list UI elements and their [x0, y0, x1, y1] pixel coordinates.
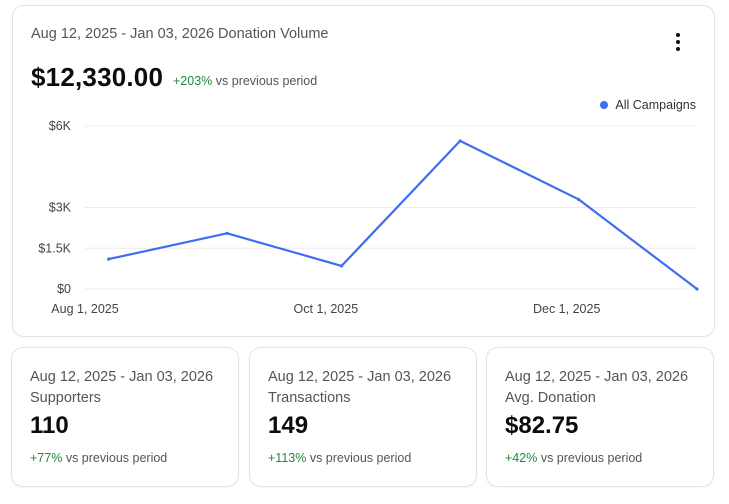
transactions-card: Aug 12, 2025 - Jan 03, 2026 Transactions…: [249, 347, 477, 487]
data-point: [340, 264, 344, 268]
card-title: Aug 12, 2025 - Jan 03, 2026 Donation Vol…: [31, 26, 329, 42]
x-tick-label: Dec 1, 2025: [533, 302, 600, 316]
legend-label: All Campaigns: [615, 98, 696, 112]
data-point: [107, 257, 111, 261]
donation-volume-card: Aug 12, 2025 - Jan 03, 2026 Donation Vol…: [12, 5, 715, 337]
change-percent: +42%: [505, 451, 538, 465]
change-percent: +113%: [268, 451, 307, 465]
card-value: $82.75: [505, 412, 579, 439]
card-change: +42% vs previous period: [505, 451, 642, 465]
card-date-range: Aug 12, 2025 - Jan 03, 2026: [505, 369, 689, 385]
change-suffix: vs previous period: [540, 451, 643, 465]
change-percent: +203%: [173, 74, 213, 88]
y-tick-label: $0: [57, 282, 71, 296]
y-tick-label: $6K: [49, 119, 72, 133]
change-percent: +77%: [30, 451, 63, 465]
x-tick-label: Oct 1, 2025: [294, 302, 359, 316]
card-label: Avg. Donation: [505, 390, 596, 406]
card-date-range: Aug 12, 2025 - Jan 03, 2026: [30, 369, 214, 385]
data-point: [576, 197, 581, 201]
total-change: +203% vs previous period: [173, 74, 317, 88]
legend-dot-icon: [600, 101, 609, 109]
card-change: +113% vs previous period: [268, 451, 411, 465]
card-label: Transactions: [268, 390, 351, 406]
card-label: Supporters: [30, 390, 101, 406]
change-suffix: vs previous period: [309, 451, 412, 465]
card-value: 149: [268, 412, 309, 439]
y-tick-label: $1.5K: [38, 241, 71, 255]
change-suffix: vs previous period: [215, 74, 318, 88]
card-value: 110: [30, 412, 69, 439]
x-tick-label: Aug 1, 2025: [51, 302, 118, 316]
donation-line-chart: $0 $1.5K $3K $6K Aug 1, 2025 Oct 1, 2025 Dec 1…: [38, 119, 699, 316]
more-vertical-icon[interactable]: [669, 31, 687, 55]
data-point: [695, 287, 699, 291]
supporters-card: Aug 12, 2025 - Jan 03, 2026 Supporters 1…: [11, 347, 239, 487]
card-change: +77% vs previous period: [30, 451, 167, 465]
card-date-range: Aug 12, 2025 - Jan 03, 2026: [268, 369, 452, 385]
total-donation-value: $12,330.00: [31, 62, 164, 92]
data-point: [225, 231, 229, 235]
data-point: [458, 139, 462, 143]
chart-legend[interactable]: All Campaigns: [600, 98, 696, 112]
y-tick-label: $3K: [49, 201, 72, 215]
avg-donation-card: Aug 12, 2025 - Jan 03, 2026 Avg. Donatio…: [486, 347, 714, 487]
series-line: [107, 139, 699, 291]
change-suffix: vs previous period: [65, 451, 168, 465]
